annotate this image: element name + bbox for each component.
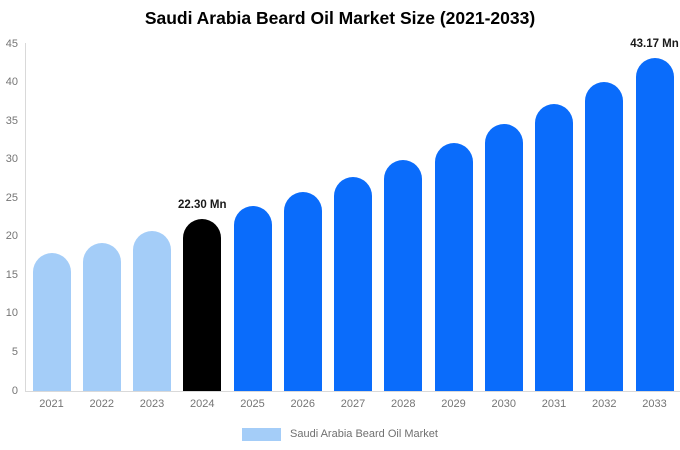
y-tick-label: 40 (5, 76, 18, 89)
y-tick-label: 30 (5, 153, 18, 166)
x-tick-label: 2024 (190, 398, 215, 410)
y-tick-label: 35 (5, 114, 18, 127)
bar-2026 (283, 191, 322, 391)
data-label-2033: 43.17 Mn (630, 38, 679, 51)
y-tick-label: 20 (5, 230, 18, 243)
x-axis-line (25, 391, 680, 392)
bar-2025 (233, 205, 272, 391)
x-tick-label: 2022 (89, 398, 114, 410)
bar-2023 (133, 231, 171, 391)
bar-2028 (384, 160, 423, 391)
y-tick-label: 0 (11, 384, 18, 397)
bar-2021 (32, 253, 71, 391)
chart-title: Saudi Arabia Beard Oil Market Size (2021… (144, 8, 536, 28)
x-tick-label: 2030 (491, 398, 516, 410)
legend-label: Saudi Arabia Beard Oil Market (290, 428, 438, 440)
x-tick-label: 2026 (290, 398, 315, 410)
bar-2030 (484, 123, 523, 391)
x-tick-label: 2029 (441, 398, 466, 410)
data-label-2024: 22.30 Mn (177, 199, 227, 212)
x-tick-label: 2032 (592, 398, 617, 410)
y-tick-label: 45 (5, 37, 18, 50)
x-tick-label: 2021 (39, 398, 64, 410)
legend: Saudi Arabia Beard Oil Market (0, 426, 680, 442)
y-tick-label: 25 (5, 191, 18, 204)
bar-2022 (82, 242, 121, 391)
bar-2033 (635, 58, 674, 391)
x-tick-label: 2027 (340, 398, 366, 410)
y-tick-label: 5 (11, 345, 18, 358)
x-tick-label: 2031 (541, 398, 567, 410)
bar-2029 (434, 142, 473, 391)
bar-2027 (334, 176, 372, 391)
y-tick-label: 15 (5, 268, 18, 281)
legend-swatch (242, 427, 282, 441)
x-tick-label: 2025 (240, 398, 265, 410)
y-tick-label: 10 (5, 307, 18, 320)
bar-2031 (535, 103, 573, 391)
x-tick-label: 2023 (139, 398, 165, 410)
y-axis-line (25, 43, 26, 391)
bar-2024 (183, 219, 222, 391)
x-tick-label: 2028 (391, 398, 416, 410)
bar-2032 (585, 81, 624, 391)
x-tick-label: 2033 (642, 398, 667, 410)
